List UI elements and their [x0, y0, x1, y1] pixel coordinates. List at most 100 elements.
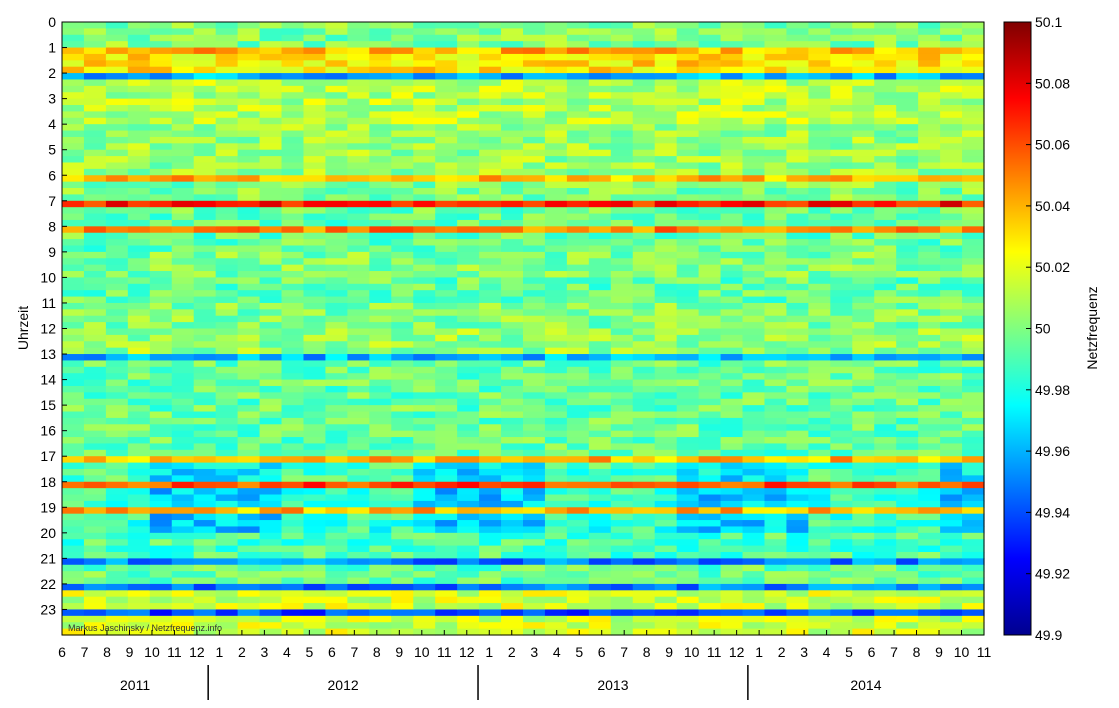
heatmap-cell: [391, 609, 414, 617]
heatmap-cell: [544, 213, 568, 221]
heatmap-cell: [523, 22, 546, 29]
heatmap-cell: [962, 60, 985, 68]
heatmap-cell: [654, 66, 678, 74]
heatmap-cell: [237, 53, 261, 61]
heatmap-cell: [391, 354, 414, 362]
heatmap-cell: [105, 468, 129, 476]
heatmap-cell: [566, 239, 590, 247]
heatmap-cell: [610, 596, 634, 604]
heatmap-cell: [62, 239, 85, 247]
heatmap-cell: [896, 66, 919, 74]
heatmap-cell: [259, 596, 283, 604]
heatmap-cell: [62, 168, 85, 176]
heatmap-cell: [523, 564, 546, 572]
heatmap-cell: [852, 539, 875, 547]
heatmap-cell: [896, 41, 919, 49]
heatmap-cell: [523, 494, 546, 502]
heatmap-cell: [413, 558, 436, 566]
heatmap-cell: [918, 149, 941, 157]
heatmap-cell: [742, 424, 766, 432]
heatmap-cell: [874, 590, 897, 598]
heatmap-cell: [544, 507, 568, 515]
heatmap-cell: [544, 60, 568, 68]
heatmap-cell: [457, 22, 480, 29]
heatmap-cell: [215, 373, 239, 381]
heatmap-cell: [830, 258, 853, 266]
heatmap-cell: [676, 360, 700, 368]
heatmap-cell: [215, 213, 239, 221]
heatmap-cell: [698, 583, 722, 591]
heatmap-cell: [237, 462, 261, 470]
heatmap-cell: [896, 162, 919, 170]
heatmap-cell: [523, 213, 546, 221]
heatmap-cell: [874, 111, 897, 119]
heatmap-cell: [676, 219, 700, 227]
heatmap-cell: [259, 85, 283, 93]
heatmap-cell: [435, 53, 458, 61]
y-tick-label: 11: [41, 295, 56, 311]
heatmap-cell: [764, 500, 788, 508]
heatmap-cell: [808, 354, 831, 362]
x-tick-label: 10: [414, 644, 430, 660]
heatmap-cell: [742, 462, 766, 470]
y-tick-label: 14: [40, 372, 56, 388]
heatmap-cell: [435, 405, 458, 413]
heatmap-cell: [215, 168, 239, 176]
heatmap-cell: [544, 526, 568, 534]
heatmap-cell: [303, 105, 327, 112]
heatmap-cell: [786, 117, 809, 125]
heatmap-cell: [874, 366, 897, 374]
heatmap-cell: [544, 302, 568, 310]
heatmap-cell: [83, 347, 107, 355]
heatmap-cell: [632, 583, 656, 591]
heatmap-cell: [435, 181, 458, 189]
heatmap-cell: [566, 168, 590, 176]
heatmap-cell: [479, 577, 502, 585]
heatmap-cell: [237, 341, 261, 349]
heatmap-cell: [896, 532, 919, 540]
heatmap-cell: [105, 437, 129, 445]
heatmap-cell: [610, 124, 634, 132]
heatmap-cell: [830, 334, 853, 342]
heatmap-cell: [391, 66, 414, 74]
heatmap-cell: [896, 577, 919, 585]
heatmap-cell: [325, 188, 348, 196]
heatmap-cell: [874, 73, 897, 81]
heatmap-cell: [127, 437, 151, 445]
heatmap-cell: [962, 328, 985, 336]
heatmap-cell: [369, 628, 392, 636]
heatmap-cell: [566, 571, 590, 579]
heatmap-cell: [544, 117, 568, 125]
heatmap-cell: [479, 245, 502, 253]
heatmap-cell: [127, 207, 151, 215]
heatmap-cell: [610, 239, 634, 247]
heatmap-cell: [676, 481, 700, 489]
heatmap-cell: [918, 577, 941, 585]
heatmap-cell: [303, 309, 327, 317]
heatmap-cell: [281, 507, 305, 515]
heatmap-cell: [479, 488, 502, 496]
heatmap-cell: [808, 590, 831, 598]
heatmap-cell: [435, 513, 458, 521]
heatmap-cell: [874, 188, 897, 196]
heatmap-cell: [676, 609, 700, 617]
x-tick-label: 10: [684, 644, 700, 660]
heatmap-cell: [281, 168, 305, 176]
heatmap-cell: [413, 500, 436, 508]
heatmap-cell: [676, 334, 700, 342]
heatmap-cell: [940, 22, 963, 29]
heatmap-cell: [874, 232, 897, 240]
heatmap-cell: [391, 539, 414, 547]
heatmap-cell: [566, 232, 590, 240]
heatmap-cell: [347, 124, 370, 132]
heatmap-cell: [610, 251, 634, 259]
heatmap-cell: [588, 277, 612, 285]
heatmap-cell: [940, 239, 963, 247]
heatmap-cell: [830, 539, 853, 547]
heatmap-cell: [632, 130, 656, 138]
heatmap-cell: [457, 85, 480, 93]
heatmap-cell: [83, 526, 107, 534]
heatmap-cell: [435, 379, 458, 387]
heatmap-cell: [962, 347, 985, 355]
heatmap-cell: [501, 360, 524, 368]
